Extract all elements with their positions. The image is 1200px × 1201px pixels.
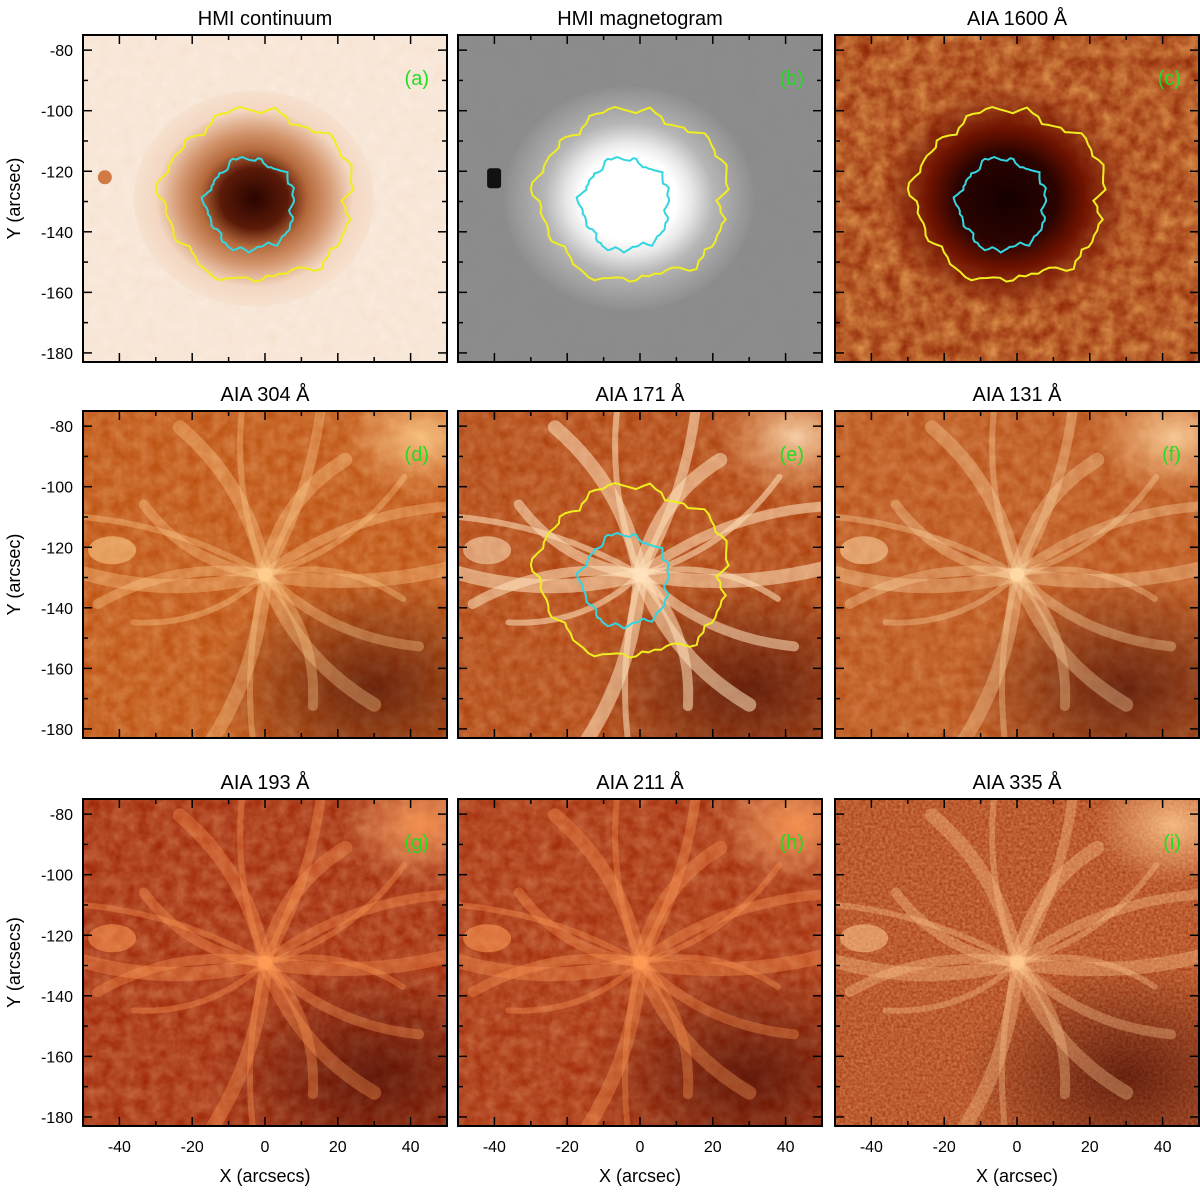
y-axis-label: Y (arcsec) bbox=[4, 534, 24, 616]
y-tick-label: -180 bbox=[41, 722, 73, 739]
y-tick-label: -80 bbox=[50, 43, 73, 60]
x-tick-label: 20 bbox=[329, 1139, 347, 1156]
penumbra-contour bbox=[906, 105, 1107, 283]
panel-image bbox=[83, 799, 447, 1126]
tick-marks bbox=[458, 411, 822, 738]
x-tick-label: -20 bbox=[181, 1139, 204, 1156]
y-tick-label: -140 bbox=[41, 601, 73, 618]
x-tick-label: 40 bbox=[1154, 1139, 1172, 1156]
panel-f bbox=[834, 410, 1200, 739]
x-tick-label: 0 bbox=[1013, 1139, 1022, 1156]
x-tick-label: -20 bbox=[933, 1139, 956, 1156]
x-tick-label: 0 bbox=[636, 1139, 645, 1156]
panel-image bbox=[458, 411, 822, 738]
panel-title: AIA 211 Å bbox=[596, 771, 684, 794]
x-axis-label: X (arcsecs) bbox=[219, 1166, 310, 1186]
penumbra-contour bbox=[154, 105, 355, 283]
y-tick-label: -160 bbox=[41, 285, 73, 302]
tick-marks bbox=[835, 799, 1199, 1126]
panel-title: AIA 304 Å bbox=[221, 383, 311, 406]
penumbra-contour bbox=[529, 105, 730, 283]
y-tick-label: -120 bbox=[41, 164, 73, 181]
panel-image bbox=[835, 35, 1199, 362]
tick-marks bbox=[835, 411, 1199, 738]
y-tick-label: -80 bbox=[50, 419, 73, 436]
y-axis-label: Y (arcsec) bbox=[4, 158, 24, 240]
y-tick-label: -140 bbox=[41, 989, 73, 1006]
y-tick-label: -160 bbox=[41, 1049, 73, 1066]
panel-label: (d) bbox=[405, 444, 429, 466]
panel-e bbox=[457, 410, 823, 739]
panel-label: (f) bbox=[1162, 444, 1181, 466]
panel-image bbox=[83, 411, 447, 738]
panel-a bbox=[82, 34, 448, 363]
panel-label: (a) bbox=[405, 68, 429, 90]
tick-marks bbox=[458, 799, 822, 1126]
y-tick-label: -100 bbox=[41, 480, 73, 497]
panel-label: (h) bbox=[780, 832, 804, 854]
y-tick-label: -100 bbox=[41, 868, 73, 885]
penumbra-contour bbox=[529, 481, 730, 659]
panel-b bbox=[457, 34, 823, 363]
panel-image bbox=[458, 35, 822, 362]
panel-image bbox=[458, 799, 822, 1126]
umbra-contour bbox=[952, 156, 1048, 254]
x-tick-label: -20 bbox=[556, 1139, 579, 1156]
y-tick-label: -80 bbox=[50, 807, 73, 824]
panel-label: (i) bbox=[1163, 832, 1181, 854]
y-tick-label: -120 bbox=[41, 540, 73, 557]
tick-marks bbox=[83, 35, 447, 362]
tick-marks bbox=[83, 411, 447, 738]
panel-title: AIA 131 Å bbox=[973, 383, 1063, 406]
panel-title: AIA 193 Å bbox=[221, 771, 311, 794]
panel-c bbox=[834, 34, 1200, 363]
tick-marks bbox=[458, 35, 822, 362]
panel-label: (c) bbox=[1158, 68, 1181, 90]
panel-i bbox=[834, 798, 1200, 1127]
panel-d bbox=[82, 410, 448, 739]
panel-label: (b) bbox=[780, 68, 804, 90]
umbra-contour bbox=[575, 156, 671, 254]
y-tick-label: -180 bbox=[41, 1110, 73, 1127]
y-tick-label: -100 bbox=[41, 104, 73, 121]
panel-title: AIA 171 Å bbox=[596, 383, 686, 406]
panel-label: (e) bbox=[780, 444, 804, 466]
panel-image bbox=[83, 35, 447, 362]
x-tick-label: 20 bbox=[704, 1139, 722, 1156]
y-tick-label: -160 bbox=[41, 661, 73, 678]
x-axis-label: X (arcsec) bbox=[976, 1166, 1058, 1186]
tick-marks bbox=[835, 35, 1199, 362]
y-axis-label: Y (arcsecs) bbox=[4, 917, 24, 1008]
panel-title: AIA 335 Å bbox=[973, 771, 1063, 794]
panel-title: AIA 1600 Å bbox=[967, 7, 1068, 30]
umbra-contour bbox=[575, 532, 671, 630]
panel-image bbox=[835, 799, 1199, 1126]
panel-title: HMI magnetogram bbox=[557, 8, 723, 30]
umbra-contour bbox=[200, 156, 296, 254]
y-tick-label: -120 bbox=[41, 928, 73, 945]
panel-h bbox=[457, 798, 823, 1127]
panel-g bbox=[82, 798, 448, 1127]
tick-marks bbox=[83, 799, 447, 1126]
x-tick-label: -40 bbox=[483, 1139, 506, 1156]
panel-title: HMI continuum bbox=[198, 8, 333, 30]
x-tick-label: 40 bbox=[402, 1139, 420, 1156]
x-tick-label: 40 bbox=[777, 1139, 795, 1156]
x-tick-label: 20 bbox=[1081, 1139, 1099, 1156]
x-tick-label: -40 bbox=[860, 1139, 883, 1156]
x-axis-label: X (arcsec) bbox=[599, 1166, 681, 1186]
y-tick-label: -180 bbox=[41, 346, 73, 363]
x-tick-label: -40 bbox=[108, 1139, 131, 1156]
panel-label: (g) bbox=[405, 832, 429, 854]
y-tick-label: -140 bbox=[41, 225, 73, 242]
panel-image bbox=[835, 411, 1199, 738]
x-tick-label: 0 bbox=[261, 1139, 270, 1156]
